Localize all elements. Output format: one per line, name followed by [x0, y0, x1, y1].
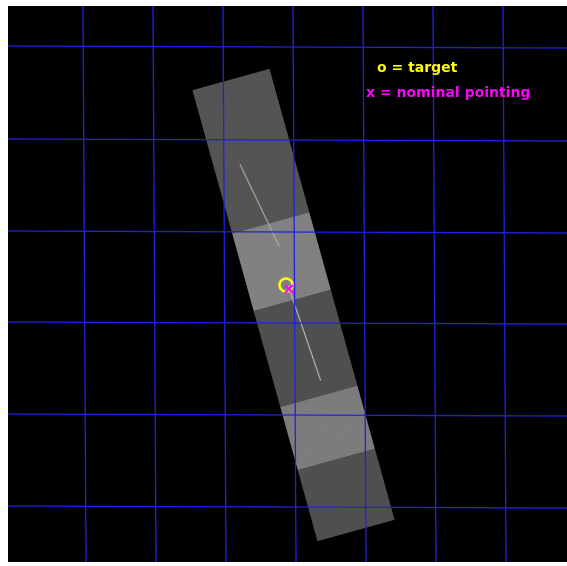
- strip-band: [192, 68, 310, 234]
- strip-band: [232, 212, 331, 311]
- strip-band: [280, 385, 375, 470]
- grid-line: [222, 6, 227, 562]
- coordinate-grid: [8, 6, 567, 562]
- streak: [239, 163, 280, 247]
- grid-line: [8, 505, 567, 509]
- grid-line: [432, 6, 437, 562]
- pointing-marker: [284, 284, 294, 294]
- grid-line: [502, 6, 507, 562]
- grid-line: [82, 6, 87, 562]
- grid-line: [152, 6, 157, 562]
- exposure-strip: [192, 68, 395, 542]
- grid-line: [8, 45, 567, 49]
- grid-line: [362, 6, 367, 562]
- strip-band: [253, 289, 358, 408]
- grid-line: [8, 413, 567, 417]
- streak: [287, 285, 322, 381]
- grid-line: [8, 321, 567, 325]
- grid-line: [8, 138, 567, 142]
- pointing-legend: x = nominal pointing: [366, 85, 530, 101]
- target-legend: o = target: [377, 60, 458, 76]
- grid-line: [8, 230, 567, 234]
- grid-line: [292, 6, 297, 562]
- strip-band: [297, 448, 395, 542]
